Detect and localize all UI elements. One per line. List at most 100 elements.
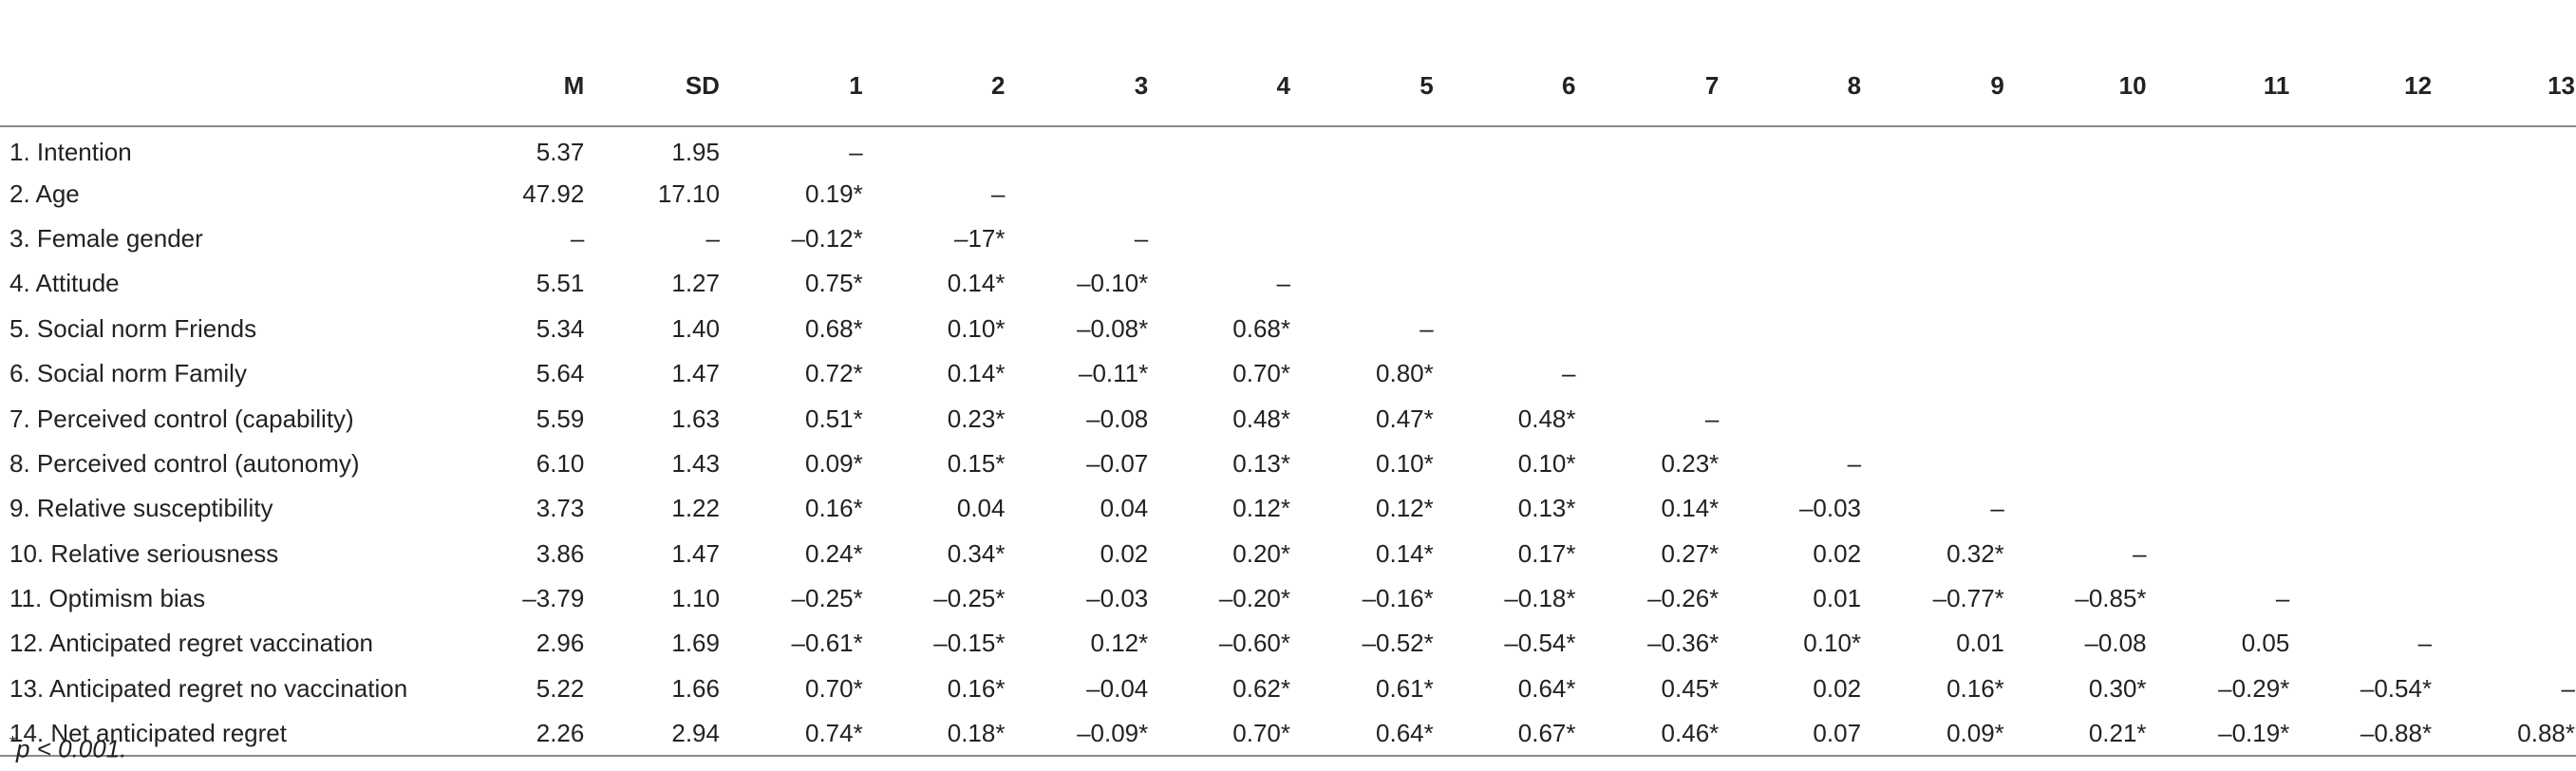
row-label: 8. Perceived control (autonomy) xyxy=(9,448,360,478)
table-cell xyxy=(2290,532,2433,576)
table-cell: 0.10* xyxy=(1803,629,1862,658)
header-cell: 7 xyxy=(1704,70,1720,100)
table-cell: 0.16* xyxy=(805,494,863,523)
header-cell: 10 xyxy=(2118,70,2147,100)
table-cell: –0.10* xyxy=(1077,269,1149,298)
table-cell: – xyxy=(705,223,720,253)
table-cell: 0.23* xyxy=(1661,448,1720,478)
table-cell: –0.04 xyxy=(1086,673,1149,703)
table-cell: – xyxy=(1990,494,2004,523)
table-cell xyxy=(2148,442,2291,486)
row-label: 1. Intention xyxy=(9,138,132,167)
table-cell xyxy=(1862,126,2005,171)
table-cell xyxy=(2005,396,2148,441)
table-cell: 0.18* xyxy=(947,718,1006,747)
table-cell xyxy=(1435,126,1577,171)
table-cell: 0.13* xyxy=(1517,494,1576,523)
table-cell xyxy=(1291,261,1435,306)
table-cell xyxy=(1720,126,1862,171)
table-cell: 0.02 xyxy=(1813,538,1862,568)
table-cell xyxy=(1435,261,1577,306)
table-cell xyxy=(1006,171,1149,216)
table-cell: 0.12* xyxy=(1090,629,1149,658)
table-cell xyxy=(1720,307,1862,351)
table-cell: 0.70* xyxy=(805,673,863,703)
table-cell xyxy=(1862,216,2005,261)
row-label: 7. Perceived control (capability) xyxy=(9,404,354,433)
table-cell: 0.09* xyxy=(805,448,863,478)
table-cell xyxy=(2433,126,2576,171)
table-cell xyxy=(2433,486,2576,531)
table-cell xyxy=(1291,126,1435,171)
table-cell xyxy=(1149,126,1291,171)
row-label: 3. Female gender xyxy=(9,223,203,253)
table-cell xyxy=(1862,171,2005,216)
table-cell: 0.04 xyxy=(956,494,1006,523)
header-cell: M xyxy=(563,70,585,100)
table-cell: 1.27 xyxy=(671,269,720,298)
table-cell: 0.19* xyxy=(805,179,863,208)
table-cell xyxy=(2005,307,2148,351)
table-cell: – xyxy=(1276,269,1290,298)
table-cell: 5.22 xyxy=(536,673,585,703)
table-cell xyxy=(2290,216,2433,261)
table-cell xyxy=(2433,261,2576,306)
table-cell: 0.13* xyxy=(1232,448,1290,478)
table-cell: – xyxy=(1562,359,1576,388)
table-cell: –0.26* xyxy=(1647,584,1720,613)
table-cell: 0.32* xyxy=(1946,538,2004,568)
table-cell: 0.02 xyxy=(1813,673,1862,703)
table-cell xyxy=(2290,261,2433,306)
table-cell: 1.95 xyxy=(671,138,720,167)
table-cell: 2.26 xyxy=(536,718,585,747)
table-cell xyxy=(2433,351,2576,396)
table-cell: 0.74* xyxy=(805,718,863,747)
table-cell: – xyxy=(1704,404,1720,433)
table-cell: – xyxy=(2561,673,2575,703)
table-cell: 0.64* xyxy=(1376,718,1434,747)
table-cell: 0.14* xyxy=(1661,494,1720,523)
table-cell: 0.12* xyxy=(1232,494,1290,523)
table-cell: –0.19* xyxy=(2218,718,2290,747)
table-cell: 0.80* xyxy=(1376,359,1434,388)
table-cell: –0.36* xyxy=(1647,629,1720,658)
table-row: 3. Female gender – – –0.12* –17* – xyxy=(0,216,2576,261)
row-label: 4. Attitude xyxy=(9,269,120,298)
table-cell: –0.54* xyxy=(1504,629,1576,658)
table-cell xyxy=(1577,261,1720,306)
table-cell xyxy=(1720,171,1862,216)
table-cell: 0.10* xyxy=(947,313,1006,343)
table-cell xyxy=(2148,351,2291,396)
table-cell: 0.04 xyxy=(1100,494,1149,523)
table-cell xyxy=(1291,171,1435,216)
table-cell xyxy=(2290,126,2433,171)
table-cell: –0.15* xyxy=(933,629,1006,658)
row-label: 6. Social norm Family xyxy=(9,359,247,388)
table-cell: 6.10 xyxy=(536,448,585,478)
header-cell: SD xyxy=(685,70,720,100)
table-cell: –0.16* xyxy=(1362,584,1434,613)
table-cell xyxy=(1435,171,1577,216)
table-cell: 1.10 xyxy=(671,584,720,613)
table-cell xyxy=(2290,576,2433,621)
table-cell xyxy=(2005,171,2148,216)
table-cell xyxy=(1577,307,1720,351)
table-row: 14. Net anticipated regret 2.26 2.94 0.74* 0… xyxy=(0,711,2576,757)
table-cell: 0.01 xyxy=(1956,629,2004,658)
table-cell: 0.14* xyxy=(947,359,1006,388)
table-cell xyxy=(2433,576,2576,621)
table-cell: 0.10* xyxy=(1376,448,1434,478)
table-cell xyxy=(2290,396,2433,441)
table-cell: –0.60* xyxy=(1218,629,1290,658)
table-cell: –0.08 xyxy=(1086,404,1149,433)
table-cell: 0.14* xyxy=(1376,538,1434,568)
table-cell: 1.69 xyxy=(671,629,720,658)
table-cell: 0.16* xyxy=(1946,673,2004,703)
table-cell xyxy=(1862,307,2005,351)
table-cell xyxy=(2148,486,2291,531)
header-cell: 2 xyxy=(991,70,1006,100)
table-cell: –0.11* xyxy=(1078,359,1149,388)
table-row: 5. Social norm Friends 5.34 1.40 0.68* 0.10*… xyxy=(0,307,2576,351)
table-cell xyxy=(1149,171,1291,216)
table-cell xyxy=(2148,126,2291,171)
